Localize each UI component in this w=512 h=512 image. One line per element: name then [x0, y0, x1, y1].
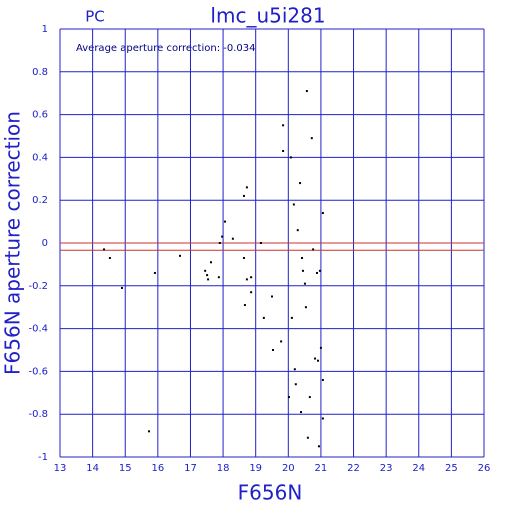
point [271, 349, 274, 351]
point [316, 359, 319, 362]
y-tick-label: -0.4 [28, 324, 48, 335]
point [305, 90, 308, 93]
x-tick-label: 26 [478, 463, 491, 474]
x-tick-label: 16 [151, 463, 164, 474]
point [306, 436, 309, 439]
x-tick-label: 15 [119, 463, 132, 474]
point [204, 269, 207, 272]
point [314, 357, 317, 360]
point [148, 430, 151, 433]
y-tick-label: 0 [42, 238, 48, 249]
point [250, 276, 253, 279]
point [321, 378, 324, 381]
point [207, 278, 210, 281]
y-tick-label: 0.2 [32, 195, 48, 206]
point [280, 340, 283, 343]
x-tick-label: 23 [380, 463, 393, 474]
point [294, 383, 297, 386]
corner-label: PC [85, 8, 105, 26]
point [243, 304, 246, 307]
x-tick-label: 17 [184, 463, 197, 474]
x-tick-label: 18 [217, 463, 230, 474]
x-tick-label: 21 [315, 463, 328, 474]
point [120, 286, 123, 289]
point [300, 411, 303, 414]
point [259, 242, 262, 244]
point [299, 182, 302, 185]
x-tick-label: 20 [282, 463, 295, 474]
point [287, 396, 290, 399]
x-tick-label: 14 [86, 463, 99, 474]
point [293, 368, 296, 371]
x-tick-label: 25 [445, 463, 458, 474]
point [321, 417, 324, 420]
y-tick-label: 1 [42, 24, 48, 35]
point [153, 271, 156, 274]
point [217, 276, 220, 279]
y-tick-label: 0.8 [32, 67, 48, 78]
point [301, 269, 304, 272]
point [242, 256, 245, 259]
point [250, 291, 253, 294]
point [271, 295, 273, 298]
y-tick-label: -0.2 [28, 281, 48, 292]
y-tick-label: -0.6 [28, 366, 48, 377]
point [262, 316, 265, 319]
point [308, 396, 311, 399]
chart-title: lmc_u5i281 [210, 4, 325, 28]
point [310, 137, 313, 140]
y-tick-label: -1 [38, 452, 48, 463]
point [321, 212, 324, 215]
x-tick-label: 13 [54, 463, 67, 474]
point [224, 220, 227, 223]
point [231, 237, 234, 240]
y-tick-label: 0.6 [32, 110, 48, 121]
point [317, 445, 320, 448]
point [292, 203, 295, 206]
point [245, 186, 248, 189]
point [179, 254, 182, 257]
point [303, 282, 306, 285]
x-tick-label: 19 [249, 463, 262, 474]
y-tick-label: -0.8 [28, 409, 48, 420]
x-axis-label: F656N [238, 481, 303, 505]
point [103, 248, 106, 251]
point [301, 256, 304, 259]
point [218, 242, 221, 244]
point [312, 248, 315, 251]
point [304, 306, 307, 309]
x-tick-label: 24 [412, 463, 425, 474]
y-tick-label: 0.4 [32, 152, 48, 163]
point [108, 256, 111, 259]
point [289, 156, 292, 159]
annotation: Average aperture correction: -0.034 [76, 43, 256, 54]
point [318, 269, 321, 272]
point [210, 261, 213, 264]
x-tick-label: 22 [347, 463, 360, 474]
point [319, 346, 322, 349]
y-axis-label: F656N aperture correction [1, 111, 25, 375]
point [282, 149, 285, 152]
point [282, 124, 285, 127]
point [221, 235, 224, 238]
point [206, 274, 209, 277]
point [316, 271, 319, 274]
point [296, 229, 299, 232]
point [245, 278, 248, 281]
point [242, 194, 245, 197]
point [290, 316, 293, 319]
